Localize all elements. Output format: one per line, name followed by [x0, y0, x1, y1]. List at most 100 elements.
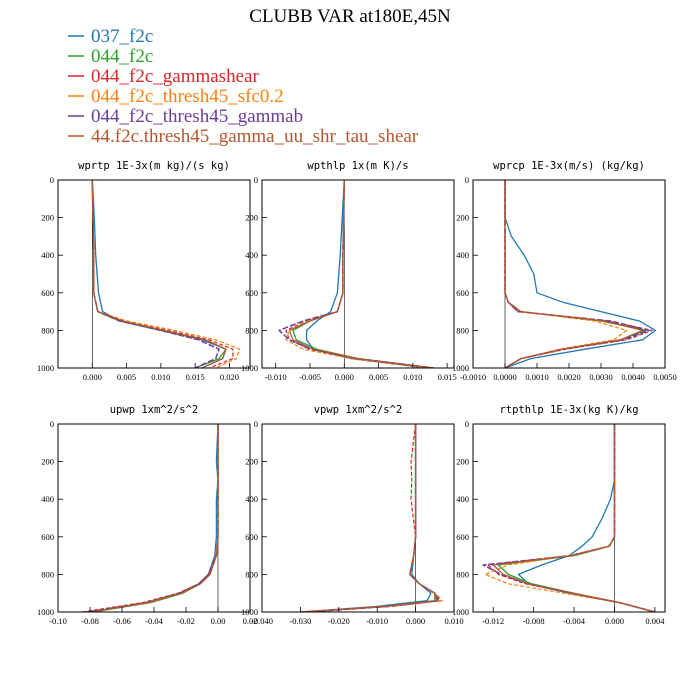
x-tick-label: 0.005	[369, 372, 388, 382]
x-tick-label: 0.02	[243, 616, 258, 626]
legend-label: 037_f2c	[91, 26, 153, 47]
chart-panel: wprtp 1E-3x(m kg)/(s kg) 0 200 400 600 800 100…	[37, 160, 251, 382]
x-tick-label: -0.030	[289, 616, 311, 626]
plot-frame	[57, 179, 251, 369]
y-tick-label: 600	[41, 532, 54, 542]
panel-title: wprcp 1E-3x(m/s) (kg/kg)	[493, 160, 645, 172]
x-tick-label: -0.004	[563, 616, 586, 626]
x-tick-label: 0.005	[117, 372, 136, 382]
series-group	[278, 180, 434, 368]
y-tick-label: 800	[456, 325, 469, 335]
plot-frame	[472, 423, 666, 613]
y-tick-label: 1000	[241, 363, 258, 373]
series-line	[300, 424, 438, 612]
x-tick-label: -0.0010	[460, 372, 486, 382]
panel-title: upwp 1xm^2/s^2	[110, 404, 199, 416]
legend-label: 44.f2c.thresh45_gamma_uu_shr_tau_shear	[91, 126, 419, 147]
y-tick-label: 1000	[37, 363, 54, 373]
x-tick-label: -0.040	[251, 616, 273, 626]
plot-frame	[261, 423, 455, 613]
series-line	[288, 180, 434, 368]
y-tick-label: 0	[50, 419, 54, 429]
x-tick-label: -0.10	[49, 616, 67, 626]
x-tick-label: 0.004	[645, 616, 665, 626]
panel-title: wpthlp 1x(m K)/s	[307, 160, 408, 172]
legend-entry: 044_f2c_thresh45_gammab	[68, 106, 303, 127]
y-tick-label: 600	[245, 288, 258, 298]
y-tick-label: 400	[41, 494, 54, 504]
panels-container: wprtp 1E-3x(m kg)/(s kg) 0 200 400 600 800 100…	[37, 160, 677, 626]
series-line	[91, 180, 227, 368]
y-tick-label: 600	[456, 532, 469, 542]
y-tick-label: 400	[41, 250, 54, 260]
y-tick-label: 800	[41, 569, 54, 579]
series-line	[91, 180, 220, 368]
x-tick-label: 0.000	[406, 616, 425, 626]
x-tick-label: 0.0020	[557, 372, 580, 382]
x-tick-label: -0.010	[366, 616, 388, 626]
x-tick-label: 0.015	[438, 372, 457, 382]
x-tick-label: -0.020	[328, 616, 350, 626]
x-tick-label: 0.020	[220, 372, 239, 382]
y-tick-label: 0	[50, 175, 54, 185]
chart-panel: upwp 1xm^2/s^2 0 200 400 600 800 1000-0.10 -0.0…	[37, 404, 257, 626]
y-tick-label: 0	[465, 419, 469, 429]
y-tick-label: 400	[245, 250, 258, 260]
x-tick-label: -0.010	[265, 372, 287, 382]
x-tick-label: 0.000	[83, 372, 102, 382]
legend-entry: 044_f2c_thresh45_sfc0.2	[68, 86, 284, 107]
series-line	[91, 424, 219, 612]
x-tick-label: -0.005	[299, 372, 321, 382]
y-tick-label: 200	[245, 213, 258, 223]
x-tick-label: 0.0050	[653, 372, 676, 382]
y-tick-label: 400	[456, 250, 469, 260]
legend-entry: 037_f2c	[68, 26, 153, 47]
series-line	[504, 180, 644, 368]
series-line	[504, 180, 657, 368]
x-tick-label: 0.0000	[493, 372, 516, 382]
y-tick-label: 1000	[37, 607, 54, 617]
x-tick-label: 0.0030	[589, 372, 612, 382]
panel-title: wprtp 1E-3x(m kg)/(s kg)	[78, 160, 230, 172]
y-tick-label: 800	[245, 569, 258, 579]
chart-panel: wprcp 1E-3x(m/s) (kg/kg) 0 200 400 600 800 100…	[452, 160, 677, 382]
chart-panel: rtpthlp 1E-3x(kg K)/kg 0 200 400 600 800 1000 -…	[452, 404, 666, 626]
legend-label: 044_f2c_thresh45_sfc0.2	[91, 86, 284, 107]
plot-frame	[261, 179, 455, 369]
series-group	[300, 424, 444, 612]
y-tick-label: 400	[456, 494, 469, 504]
x-tick-label: -0.08	[81, 616, 99, 626]
x-tick-label: 0.000	[605, 616, 624, 626]
legend-label: 044_f2c	[91, 46, 153, 67]
series-line	[492, 424, 656, 612]
y-tick-label: 800	[41, 325, 54, 335]
y-tick-label: 600	[456, 288, 469, 298]
y-tick-label: 200	[41, 457, 54, 467]
x-tick-label: -0.008	[523, 616, 545, 626]
y-tick-label: 200	[41, 213, 54, 223]
x-tick-label: -0.02	[177, 616, 195, 626]
series-group	[504, 180, 657, 368]
x-tick-label: -0.06	[113, 616, 131, 626]
chart-panel: vpwp 1xm^2/s^2 0 200 400 600 800 1000-0.040 -0.…	[241, 404, 464, 626]
y-tick-label: 0	[465, 175, 469, 185]
y-tick-label: 0	[254, 175, 258, 185]
panel-title: vpwp 1xm^2/s^2	[314, 404, 403, 416]
x-tick-label: 0.015	[186, 372, 205, 382]
y-tick-label: 600	[41, 288, 54, 298]
legend: 037_f2c 044_f2c 044_f2c_gammashear 044_f…	[68, 26, 419, 147]
series-group	[81, 424, 219, 612]
x-tick-label: 0.010	[444, 616, 463, 626]
x-tick-label: 0.00	[211, 616, 226, 626]
legend-label: 044_f2c_thresh45_gammab	[91, 106, 303, 127]
x-tick-label: 0.010	[403, 372, 422, 382]
x-tick-label: 0.0010	[525, 372, 548, 382]
legend-entry: 44.f2c.thresh45_gamma_uu_shr_tau_shear	[68, 126, 419, 147]
main-title: CLUBB VAR at180E,45N	[249, 6, 451, 27]
y-tick-label: 400	[245, 494, 258, 504]
y-tick-label: 1000	[452, 607, 469, 617]
y-tick-label: 1000	[452, 363, 469, 373]
y-tick-label: 200	[456, 457, 469, 467]
y-tick-label: 200	[456, 213, 469, 223]
